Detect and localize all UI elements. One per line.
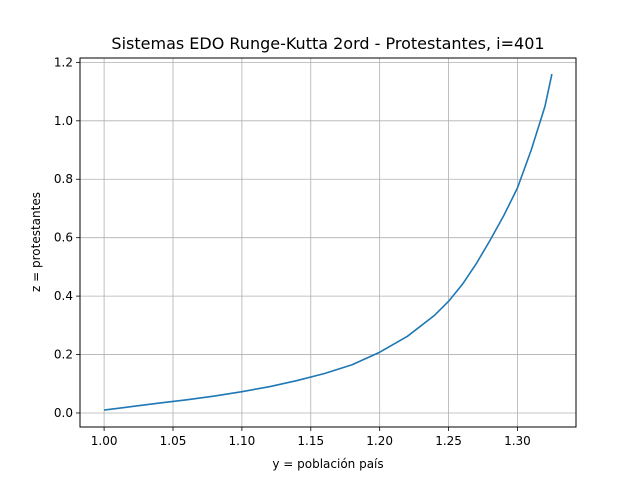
plot-frame — [79, 57, 577, 428]
y-tick-label: 0.2 — [54, 348, 73, 362]
x-tick-label: 1.30 — [504, 434, 531, 448]
series-group — [104, 73, 553, 411]
x-tick-label: 1.20 — [366, 434, 393, 448]
x-axis-label: y = población país — [272, 457, 383, 471]
y-tick-label: 1.0 — [54, 114, 73, 128]
y-axis-label: z = protestantes — [29, 192, 43, 292]
series-line — [104, 73, 553, 411]
y-tick-label: 1.2 — [54, 55, 73, 69]
x-tick-label: 1.00 — [91, 434, 118, 448]
x-tick-label: 1.15 — [297, 434, 324, 448]
y-axis-ticks: 0.0 0.2 0.4 0.6 0.8 1.0 1.2 — [54, 55, 80, 420]
y-tick-label: 0.4 — [54, 289, 73, 303]
x-tick-label: 1.05 — [160, 434, 187, 448]
y-tick-label: 0.8 — [54, 172, 73, 186]
x-tick-label: 1.10 — [229, 434, 256, 448]
chart-title: Sistemas EDO Runge-Kutta 2ord - Protesta… — [111, 34, 544, 53]
grid-lines — [80, 58, 576, 427]
y-tick-label: 0.0 — [54, 406, 73, 420]
x-axis-ticks: 1.00 1.05 1.10 1.15 1.20 1.25 1.30 — [91, 427, 531, 448]
y-tick-label: 0.6 — [54, 231, 73, 245]
x-tick-label: 1.25 — [435, 434, 462, 448]
